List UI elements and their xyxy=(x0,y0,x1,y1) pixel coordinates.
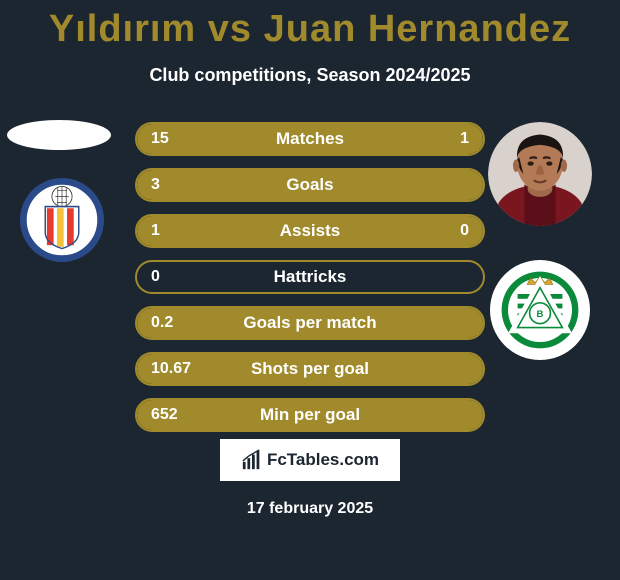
stat-label: Goals per match xyxy=(137,313,483,333)
stat-row: 0.2Goals per match xyxy=(135,306,485,340)
stat-label: Hattricks xyxy=(137,267,483,287)
stats-container: 15Matches13Goals1Assists00Hattricks0.2Go… xyxy=(135,122,485,444)
stat-label: Min per goal xyxy=(137,405,483,425)
stat-label: Goals xyxy=(137,175,483,195)
subtitle: Club competitions, Season 2024/2025 xyxy=(0,65,620,86)
stat-label: Matches xyxy=(137,129,483,149)
club-left-crest xyxy=(20,178,104,262)
stat-value-right: 1 xyxy=(460,130,469,148)
player-left-avatar xyxy=(7,120,111,150)
betis-crest-icon: B xyxy=(500,270,580,350)
stat-row: 10.67Shots per goal xyxy=(135,352,485,386)
watermark-text: FcTables.com xyxy=(267,450,379,470)
stat-label: Shots per goal xyxy=(137,359,483,379)
stat-row: 1Assists0 xyxy=(135,214,485,248)
stat-value-right: 0 xyxy=(460,222,469,240)
stat-label: Assists xyxy=(137,221,483,241)
stat-row: 15Matches1 xyxy=(135,122,485,156)
player-right-photo xyxy=(488,122,592,226)
stat-row: 0Hattricks xyxy=(135,260,485,294)
page-title: Yıldırım vs Juan Hernandez xyxy=(0,0,620,51)
player-right-avatar xyxy=(488,122,592,226)
date-text: 17 february 2025 xyxy=(0,500,620,518)
getafe-crest-icon xyxy=(20,178,104,262)
stat-row: 652Min per goal xyxy=(135,398,485,432)
stat-row: 3Goals xyxy=(135,168,485,202)
club-right-crest: B xyxy=(490,260,590,360)
svg-text:B: B xyxy=(537,309,544,320)
chart-icon xyxy=(241,449,263,471)
watermark[interactable]: FcTables.com xyxy=(220,439,400,481)
